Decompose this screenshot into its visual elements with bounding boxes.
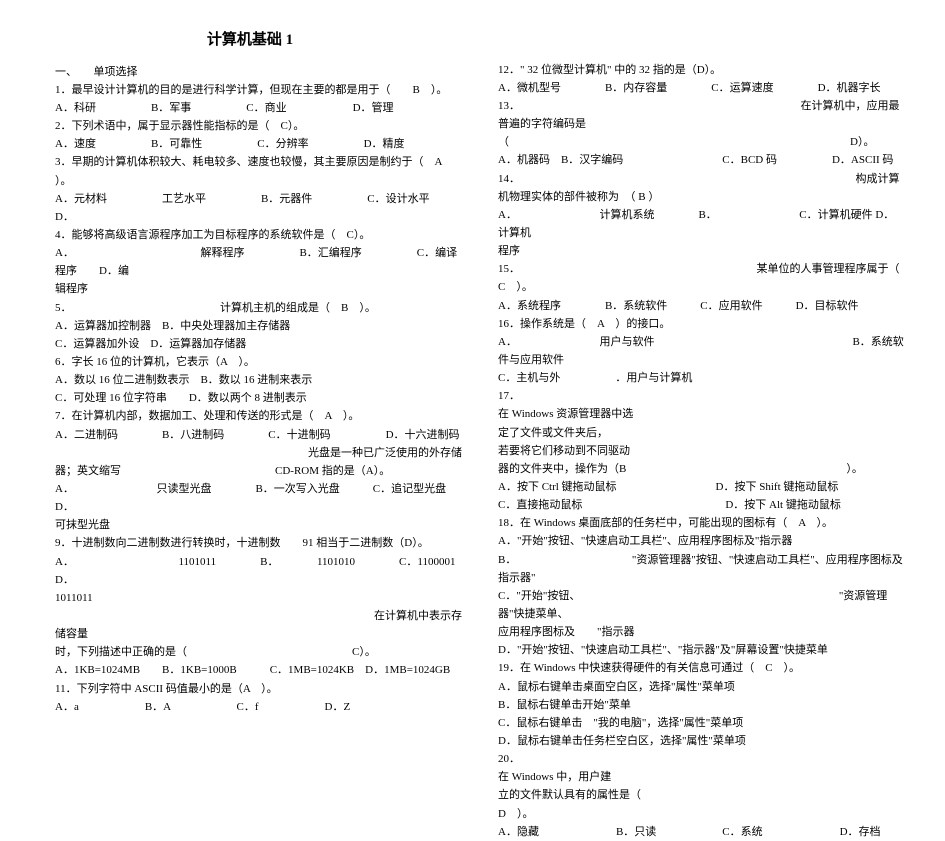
question-line: 1．最早设计计算机的目的是进行科学计算，但现在主要的都是用于（ B ）。	[55, 81, 462, 99]
doc-title: 计算机基础 1	[55, 28, 905, 53]
question-line: A． 1101011 B． 1101010 C．1100001 D．	[55, 553, 462, 589]
question-line: 16．操作系统是（ A ）的接口。	[498, 315, 905, 333]
section-heading: 一、 单项选择	[55, 63, 462, 81]
question-line: 12．" 32 位微型计算机" 中的 32 指的是（D）。	[498, 61, 905, 79]
question-line: A．微机型号 B．内存容量 C．运算速度 D．机器字长	[498, 79, 905, 97]
question-line: C．运算器加外设 D．运算器加存储器	[55, 335, 462, 353]
question-line: A． 只读型光盘 B．一次写入光盘 C．追记型光盘 D．	[55, 480, 462, 516]
question-line: 器的文件夹中，操作为（B ）。	[498, 460, 905, 478]
question-line: 9．十进制数向二进制数进行转换时，十进制数 91 相当于二进制数（D）。	[55, 534, 462, 552]
two-column-layout: 一、 单项选择 1．最早设计计算机的目的是进行科学计算，但现在主要的都是用于（ …	[55, 61, 905, 841]
question-line: A．1KB=1024MB B．1KB=1000B C．1MB=1024KB D．…	[55, 661, 462, 679]
question-line: 14． 构成计算机物理实体的部件被称为 （ B ）	[498, 170, 905, 206]
question-line: A．"开始"按钮、"快速启动工具栏"、应用程序图标及"指示器	[498, 532, 905, 550]
question-line: A．按下 Ctrl 键拖动鼠标 D．按下 Shift 键拖动鼠标	[498, 478, 905, 496]
question-line: A．元材料 工艺水平 B．元器件 C．设计水平 D．	[55, 190, 462, 226]
question-line: C．主机与外 ．用户与计算机	[498, 369, 905, 387]
question-line: 立的文件默认具有的属性是（ D ）。	[498, 786, 905, 822]
left-column: 一、 单项选择 1．最早设计计算机的目的是进行科学计算，但现在主要的都是用于（ …	[55, 61, 462, 841]
question-line: 6．字长 16 位的计算机，它表示（A ）。	[55, 353, 462, 371]
right-column: 12．" 32 位微型计算机" 中的 32 指的是（D）。A．微机型号 B．内存…	[498, 61, 905, 841]
question-line: 器；英文缩写 CD-ROM 指的是（A）。	[55, 462, 462, 480]
question-line: 程序	[498, 242, 905, 260]
question-line: A． 用户与软件 B．系统软件与应用软件	[498, 333, 905, 369]
question-line: A．隐藏 B．只读 C．系统 D．存档	[498, 823, 905, 841]
question-line: 7．在计算机内部，数据加工、处理和传送的形式是（ A ）。	[55, 407, 462, 425]
question-line: 在计算机中表示存储容量	[55, 607, 462, 643]
question-line: 2．下列术语中，属于显示器性能指标的是（ C）。	[55, 117, 462, 135]
question-line: 定了文件或文件夹后， 若要将它们移动到不同驱动	[498, 424, 905, 460]
question-line: C．直接拖动鼠标 D．按下 Alt 键拖动鼠标	[498, 496, 905, 514]
question-line: （ D）。	[498, 133, 905, 151]
question-line: D．"开始"按钮、"快速启动工具栏"、"指示器"及"屏幕设置"快捷菜单	[498, 641, 905, 659]
question-line: A． 解释程序 B．汇编程序 C．编译程序 D．编	[55, 244, 462, 280]
question-line: B．鼠标右键单击开始"菜单	[498, 696, 905, 714]
question-line: 3．早期的计算机体积较大、耗电较多、速度也较慢，其主要原因是制约于（ A ）。	[55, 153, 462, 189]
question-line: 指示器"	[498, 569, 905, 587]
question-line: 17． 在 Windows 资源管理器中选	[498, 387, 905, 423]
question-line: D．鼠标右键单击任务栏空白区，选择"属性"菜单项	[498, 732, 905, 750]
question-line: A．机器码 B．汉字编码 C．BCD 码 D．ASCII 码	[498, 151, 905, 169]
question-line: C．可处理 16 位字符串 D．数以两个 8 进制表示	[55, 389, 462, 407]
question-line: A．运算器加控制器 B．中央处理器加主存储器	[55, 317, 462, 335]
question-line: 时，下列描述中正确的是（ C）。	[55, 643, 462, 661]
question-line: 1011011	[55, 589, 462, 607]
question-line: A． 计算机系统 B． C．计算机硬件 D．计算机	[498, 206, 905, 242]
question-line: A．数以 16 位二进制数表示 B．数以 16 进制来表示	[55, 371, 462, 389]
question-line: 13． 在计算机中，应用最普遍的字符编码是	[498, 97, 905, 133]
question-line: 辑程序	[55, 280, 462, 298]
question-line: C．"开始"按钮、 "资源管理器"快捷菜单、	[498, 587, 905, 623]
question-line: A．二进制码 B．八进制码 C．十进制码 D．十六进制码	[55, 426, 462, 444]
question-line: A．系统程序 B．系统软件 C．应用软件 D．目标软件	[498, 297, 905, 315]
question-line: 19．在 Windows 中快速获得硬件的有关信息可通过（ C ）。	[498, 659, 905, 677]
question-line: A．鼠标右键单击桌面空白区，选择"属性"菜单项	[498, 678, 905, 696]
question-line: 18．在 Windows 桌面底部的任务栏中，可能出现的图标有（ A ）。	[498, 514, 905, 532]
question-line: 20． 在 Windows 中，用户建	[498, 750, 905, 786]
question-line: A．科研 B．军事 C．商业 D．管理	[55, 99, 462, 117]
question-line: 应用程序图标及 "指示器	[498, 623, 905, 641]
question-line: 15． 某单位的人事管理程序属于（ C ）。	[498, 260, 905, 296]
question-line: 可抹型光盘	[55, 516, 462, 534]
question-line: 4．能够将高级语言源程序加工为目标程序的系统软件是（ C）。	[55, 226, 462, 244]
question-line: A．速度 B．可靠性 C．分辨率 D．精度	[55, 135, 462, 153]
question-line: A．a B．A C．f D．Z	[55, 698, 462, 716]
question-line: C．鼠标右键单击 "我的电脑"，选择"属性"菜单项	[498, 714, 905, 732]
question-line: B． "资源管理器"按钮、"快速启动工具栏"、应用程序图标及	[498, 551, 905, 569]
question-line: 5． 计算机主机的组成是（ B ）。	[55, 299, 462, 317]
question-line: 11．下列字符中 ASCII 码值最小的是（A ）。	[55, 680, 462, 698]
question-line: 光盘是一种已广泛使用的外存储	[55, 444, 462, 462]
